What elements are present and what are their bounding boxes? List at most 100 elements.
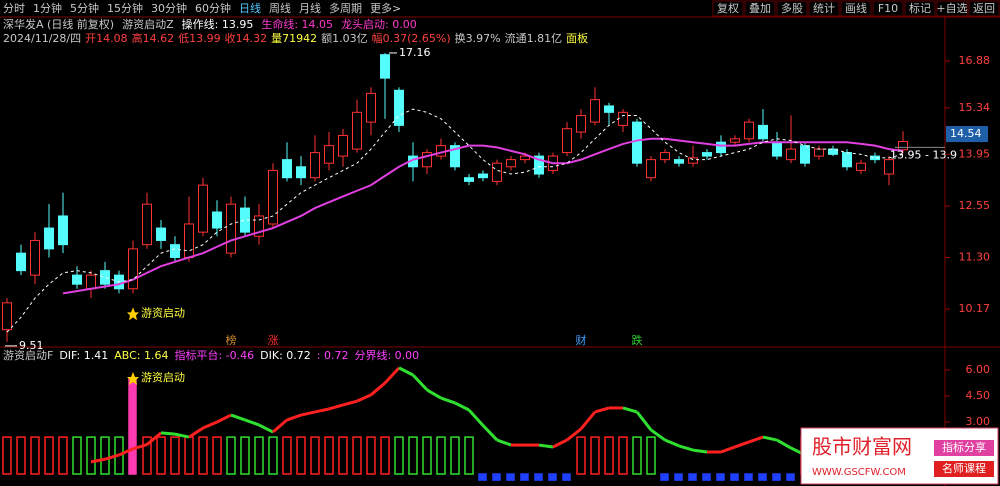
indicator-curve xyxy=(370,381,386,397)
toolbar-button[interactable]: 叠加 xyxy=(749,2,771,15)
indicator-bar xyxy=(786,473,795,481)
indicator-curve xyxy=(579,410,597,430)
toolbar-tab[interactable]: 更多> xyxy=(370,1,401,15)
toolbar-button[interactable]: 标记 xyxy=(909,1,931,15)
info-item: 换3.97% xyxy=(455,31,501,45)
candle-body xyxy=(170,244,180,258)
indicator-curve xyxy=(467,409,485,427)
indicator-bar xyxy=(688,473,697,481)
candle-body xyxy=(464,177,474,182)
indicator-bar xyxy=(324,436,334,475)
indicator-curve xyxy=(216,413,232,424)
indicator-bar xyxy=(744,473,753,481)
indicator-curve xyxy=(202,420,218,430)
indicator-bar xyxy=(674,473,683,481)
toolbar-button[interactable]: F10 xyxy=(878,2,898,15)
toolbar-tab[interactable]: 15分钟 xyxy=(107,1,143,15)
indicator-curve xyxy=(104,453,120,461)
indicator-bar xyxy=(142,436,152,475)
toolbar-tab[interactable]: 30分钟 xyxy=(151,1,187,15)
indicator-bar xyxy=(282,436,292,475)
signal-label: 榜 xyxy=(226,333,237,347)
y-tick-label: 10.17 xyxy=(959,302,991,315)
indicator-curve xyxy=(481,424,499,442)
candle-body xyxy=(366,92,376,123)
candle-body xyxy=(296,166,306,179)
candle-body xyxy=(562,128,572,154)
candle-body xyxy=(380,54,390,79)
toolbar-button-frame xyxy=(840,0,872,17)
toolbar-button[interactable]: 统计 xyxy=(813,2,835,15)
toolbar-tab[interactable]: 日线 xyxy=(239,1,261,15)
indicator-bar xyxy=(548,473,557,481)
indicator-legend: 分界线: 0.00 xyxy=(354,348,419,362)
header-item: 操作线: 13.95 xyxy=(182,17,254,31)
toolbar-button-frame xyxy=(808,0,840,17)
indicator-curve xyxy=(566,427,582,442)
toolbar-tab[interactable]: 分时 xyxy=(3,2,25,15)
toolbar-tab[interactable]: 60分钟 xyxy=(195,1,231,15)
indicator-bar xyxy=(16,436,26,475)
indicator-curve xyxy=(383,366,401,384)
candle-body xyxy=(814,148,824,157)
toolbar-button[interactable]: +自选 xyxy=(936,2,967,15)
indicator-bar xyxy=(618,436,628,475)
indicator-bar xyxy=(646,436,656,475)
indicator-bar xyxy=(660,473,669,481)
candle-body xyxy=(72,274,82,285)
indicator-legend: ABC: 1.64 xyxy=(114,349,168,362)
toolbar-tab[interactable]: 周线 xyxy=(269,1,291,15)
candle-body xyxy=(184,223,194,258)
indicator-bar xyxy=(226,436,236,475)
indicator-curve xyxy=(411,373,429,391)
candle-body xyxy=(730,138,740,143)
toolbar-tab[interactable]: 5分钟 xyxy=(70,1,99,15)
candle-body xyxy=(142,203,152,246)
candle-body xyxy=(86,274,96,290)
indicator-curve xyxy=(552,438,568,449)
indicator-bar xyxy=(464,436,474,475)
toolbar-button-frame xyxy=(712,0,744,17)
indicator-bar xyxy=(352,436,362,475)
toolbar-button[interactable]: 复权 xyxy=(717,1,739,15)
toolbar-button[interactable]: 返回 xyxy=(973,2,995,15)
toolbar-tab[interactable]: 多周期 xyxy=(329,1,362,15)
indicator-curve xyxy=(454,401,470,412)
y-tick-label: 6.00 xyxy=(966,363,991,376)
high-label: 17.16 xyxy=(399,46,431,59)
candle-body xyxy=(30,239,40,276)
toolbar-button-frame xyxy=(904,0,936,17)
y-tick-label: 4.50 xyxy=(966,389,991,402)
toolbar-button-frame xyxy=(936,0,968,17)
indicator-bar xyxy=(240,436,250,475)
candle-body xyxy=(254,215,264,237)
candle-body xyxy=(16,252,26,272)
indicator-legend: DIK: 0.72 xyxy=(260,349,311,362)
indicator-curve xyxy=(692,448,708,454)
toolbar-button-frame xyxy=(968,0,1000,17)
toolbar-button[interactable]: 多股 xyxy=(781,1,803,15)
indicator-bar xyxy=(100,436,110,475)
candle-body xyxy=(674,159,684,164)
candle-body xyxy=(618,111,628,126)
indicator-bar xyxy=(380,436,390,475)
toolbar-button-frame xyxy=(776,0,808,17)
moving-average-line xyxy=(6,108,904,333)
candle-body xyxy=(576,115,586,133)
candle-body xyxy=(492,162,502,182)
info-item: 幅0.37(2.65%) xyxy=(372,32,451,45)
signal-label: 涨 xyxy=(268,334,279,347)
watermark-tag: 名师课程 xyxy=(942,461,986,475)
indicator-bar xyxy=(338,436,348,475)
toolbar-button[interactable]: 画线 xyxy=(845,1,867,15)
indicator-curve xyxy=(272,418,288,434)
candle-body xyxy=(226,203,236,254)
header-item: 生命线: 14.05 xyxy=(261,17,333,31)
toolbar-tab[interactable]: 月线 xyxy=(299,1,321,15)
toolbar-tab[interactable]: 1分钟 xyxy=(33,1,62,15)
indicator-bar xyxy=(170,436,180,475)
y-tick-label: 11.30 xyxy=(959,250,991,263)
header-item: 游资启动Z xyxy=(122,18,174,31)
indicator-bar xyxy=(72,436,82,475)
